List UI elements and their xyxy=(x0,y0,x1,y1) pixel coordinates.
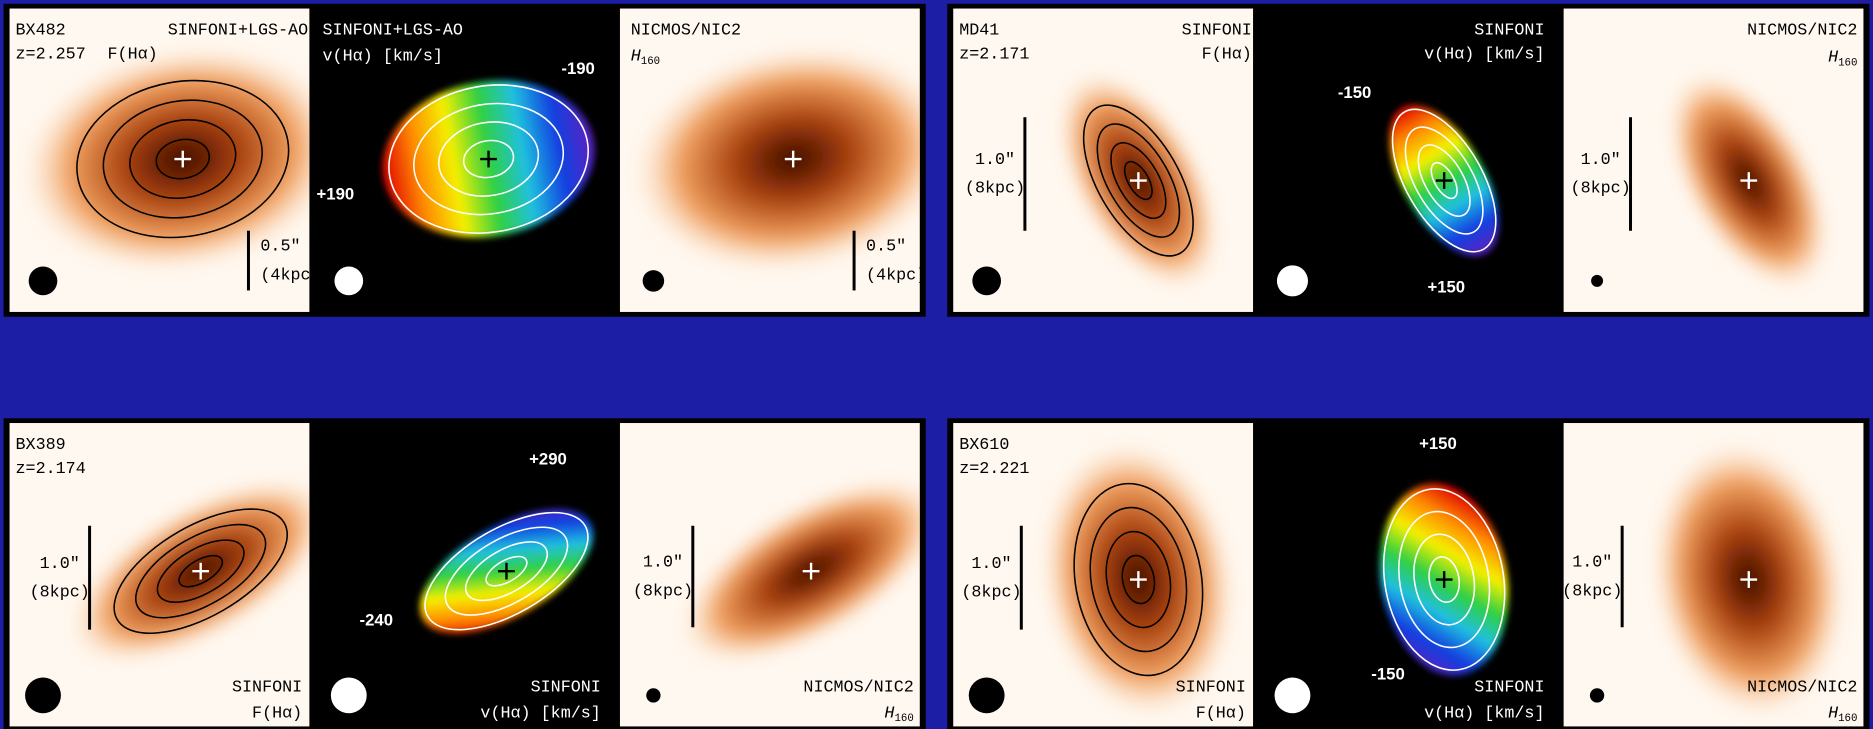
label: NICMOS/NIC2 xyxy=(803,678,913,697)
beam xyxy=(972,267,1001,296)
scale-label: 1.0″ xyxy=(1572,554,1612,573)
scale-kpc: (4kpc) xyxy=(866,266,926,285)
label: v(Hα) [km/s] xyxy=(1424,705,1544,724)
label: BX389 xyxy=(16,436,66,455)
label: BX610 xyxy=(959,436,1009,455)
scale-kpc: (8kpc) xyxy=(1562,582,1622,601)
label: F(Hα) xyxy=(1202,45,1252,64)
beam xyxy=(643,270,665,292)
label: v(Hα) [km/s] xyxy=(480,705,600,724)
label: SINFONI+LGS-AO xyxy=(323,21,463,40)
label: +190 xyxy=(317,184,355,203)
label: SINFONI xyxy=(232,678,302,697)
label: BX482 xyxy=(16,21,66,40)
band: H xyxy=(1828,705,1838,724)
galaxy-group: MD41 z=2.171 SINFONI F(Hα) SINFONI v(Hα) [km/… xyxy=(947,4,1869,317)
label: z=2.171 xyxy=(959,45,1029,64)
scale-kpc: (8kpc) xyxy=(633,582,693,601)
page: BX482 z=2.257 SINFONI+LGS-AO F(Hα) SINFONI+L… xyxy=(0,0,1873,729)
label: -240 xyxy=(360,611,393,630)
beam xyxy=(646,688,660,702)
label: z=2.221 xyxy=(959,460,1029,479)
band-subscript: 160 xyxy=(894,713,913,725)
scale-label: 1.0″ xyxy=(1581,151,1621,170)
label: -190 xyxy=(561,59,594,78)
galaxy-group: BX610 z=2.221 SINFONI F(Hα) SINFONI v(Hα) [km… xyxy=(947,418,1869,729)
label: z=2.174 xyxy=(16,460,86,479)
label: -150 xyxy=(1338,83,1371,102)
label: v(Hα) [km/s] xyxy=(323,48,443,67)
scale-kpc: (4kpc) xyxy=(260,266,320,285)
scale-label: 1.0″ xyxy=(971,555,1011,574)
label: F(Hα) xyxy=(252,705,302,724)
band: H xyxy=(884,705,894,724)
band-subscript: 160 xyxy=(1838,57,1857,69)
label: SINFONI xyxy=(531,678,601,697)
band: H xyxy=(631,48,641,67)
label: SINFONI xyxy=(1176,678,1246,697)
label: SINFONI xyxy=(1182,21,1252,40)
scale-kpc: (8kpc) xyxy=(961,583,1021,602)
beam xyxy=(25,677,61,713)
scale-label: 0.5″ xyxy=(866,238,906,257)
label: +290 xyxy=(529,449,567,468)
label: F(Hα) xyxy=(108,45,158,64)
beam xyxy=(334,267,363,296)
label: SINFONI xyxy=(1474,21,1544,40)
scale-label: 1.0″ xyxy=(40,555,80,574)
band-subscript: 160 xyxy=(1838,713,1857,725)
beam xyxy=(1590,688,1604,702)
label: F(Hα) xyxy=(1196,705,1246,724)
scale-label: 1.0″ xyxy=(975,151,1015,170)
beam xyxy=(969,677,1005,713)
label: NICMOS/NIC2 xyxy=(1747,678,1857,697)
label: NICMOS/NIC2 xyxy=(1747,21,1857,40)
beam xyxy=(1591,275,1603,287)
band: H xyxy=(1828,49,1838,68)
scale-label: 1.0″ xyxy=(643,554,683,573)
label: v(Hα) [km/s] xyxy=(1424,45,1544,64)
label: SINFONI xyxy=(1474,678,1544,697)
scale-kpc: (8kpc) xyxy=(30,583,90,602)
band-subscript: 160 xyxy=(641,56,660,68)
label: SINFONI+LGS-AO xyxy=(168,21,308,40)
label: MD41 xyxy=(959,21,999,40)
figure: BX482 z=2.257 SINFONI+LGS-AO F(Hα) SINFONI+L… xyxy=(0,0,1873,729)
beam xyxy=(331,677,367,713)
galaxy-group: BX482 z=2.257 SINFONI+LGS-AO F(Hα) SINFONI+L… xyxy=(3,4,973,317)
label: -150 xyxy=(1371,664,1404,683)
label: +150 xyxy=(1419,434,1457,453)
label: +150 xyxy=(1427,277,1465,296)
beam xyxy=(1277,265,1308,296)
label: z=2.257 xyxy=(16,45,86,64)
label: NICMOS/NIC2 xyxy=(631,21,741,40)
scale-kpc: (8kpc) xyxy=(965,180,1025,199)
scale-kpc: (8kpc) xyxy=(1571,180,1631,199)
galaxy-group: BX389 z=2.174 SINFONI F(Hα) SINFONI v(Hα) [km… xyxy=(4,418,972,729)
scale-label: 0.5″ xyxy=(260,238,300,257)
beam xyxy=(1275,677,1311,713)
beam xyxy=(29,267,58,296)
